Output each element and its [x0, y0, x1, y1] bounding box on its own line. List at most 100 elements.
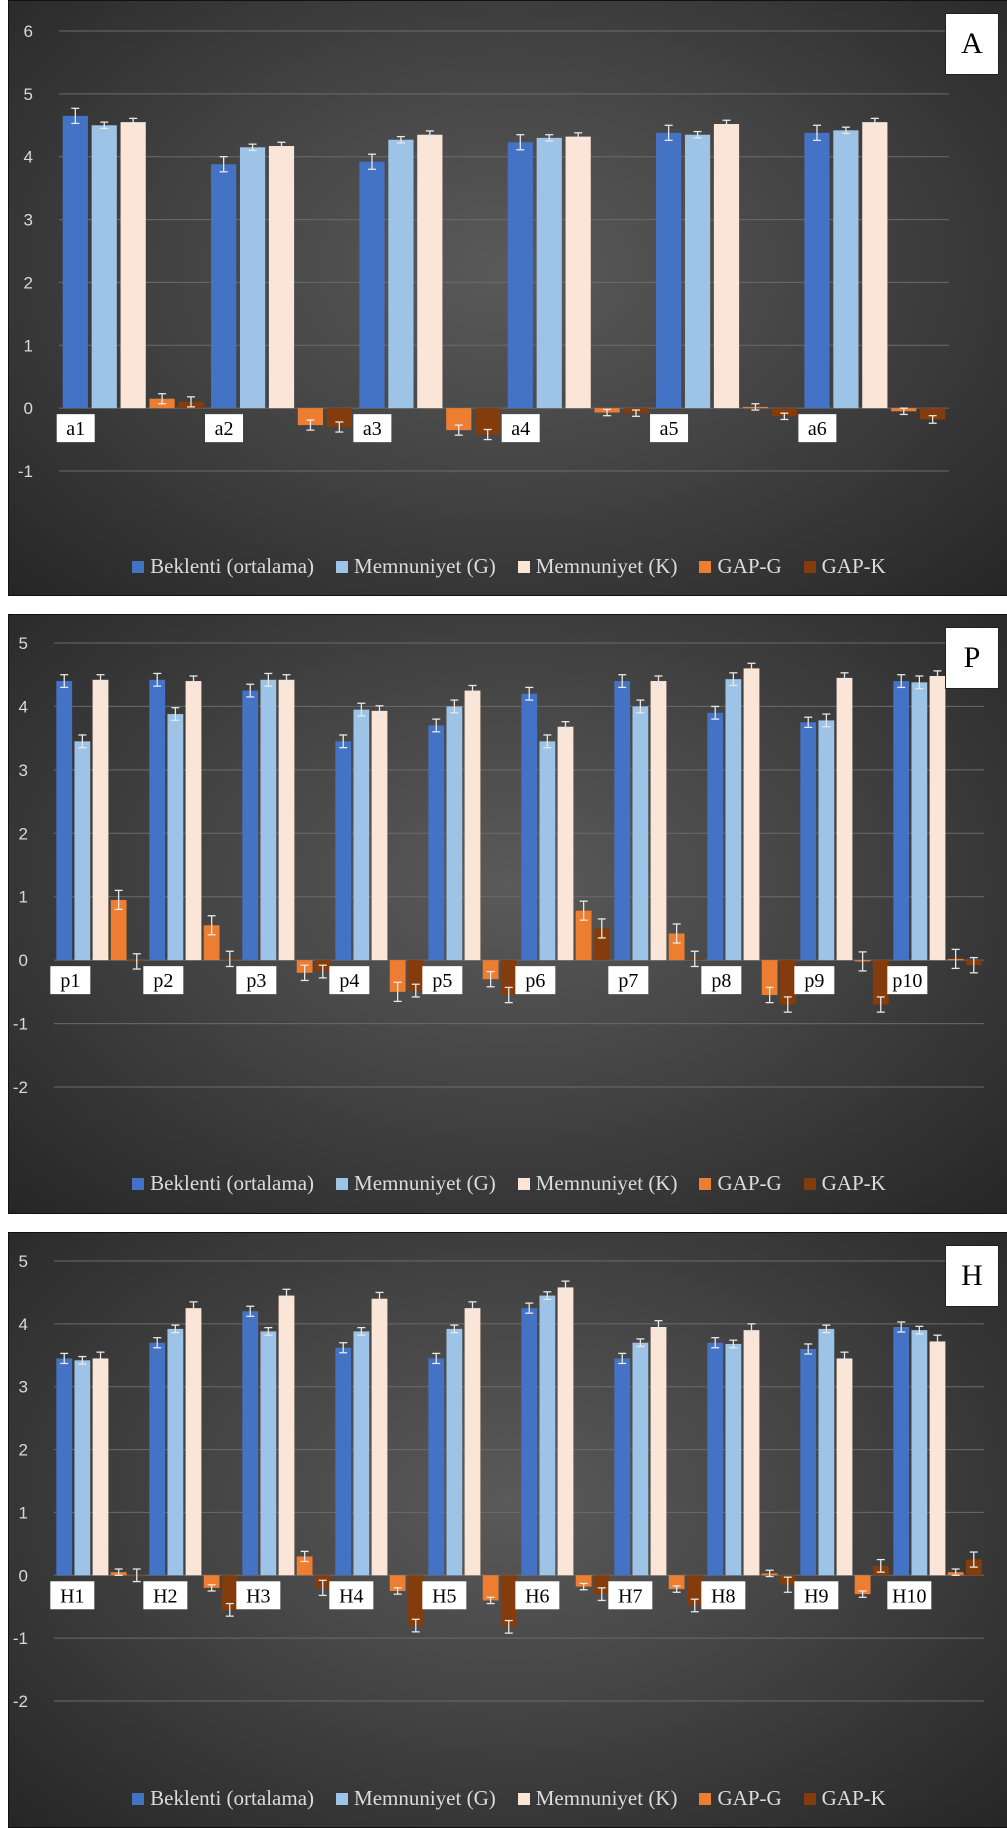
bar	[260, 1331, 277, 1576]
legend-label: Memnuniyet (G)	[354, 554, 496, 578]
category-label-box	[608, 966, 649, 995]
y-tick-label: 6	[24, 22, 33, 41]
bar	[614, 681, 631, 961]
legend-item: Beklenti (ortalama)	[132, 554, 314, 579]
bar	[278, 679, 295, 961]
bar	[268, 146, 295, 409]
legend-label: Beklenti (ortalama)	[150, 554, 315, 578]
bar	[388, 139, 414, 409]
bar	[920, 408, 946, 420]
bar	[743, 1330, 760, 1576]
bar	[185, 1308, 202, 1576]
y-tick-label: 0	[19, 1566, 28, 1585]
bar	[836, 677, 853, 961]
category-label-box	[353, 414, 392, 443]
bar	[929, 1341, 946, 1576]
y-tick-label: -2	[13, 1692, 28, 1711]
bar	[779, 960, 796, 1005]
x-tick-label: p3	[246, 970, 266, 992]
chart-plot-a: -1 0 1 2 3 4 5 6 a1 a2 a3 a4 a5 a6	[18, 22, 949, 481]
y-tick-label: -1	[18, 462, 33, 481]
y-tick-label: 0	[24, 399, 33, 418]
bar	[74, 741, 91, 961]
y-tick-label: -1	[13, 1015, 28, 1034]
bar	[464, 1308, 481, 1576]
bar	[836, 1358, 853, 1576]
legend-item: GAP-G	[699, 1171, 782, 1196]
chart-panel-a: -1 0 1 2 3 4 5 6 a1 a2 a3 a4 a5 a6 A Beklenti (ortala…	[8, 0, 1007, 596]
bar	[428, 1358, 445, 1576]
category-label-box	[143, 1581, 188, 1610]
bar	[539, 741, 556, 961]
bar	[800, 722, 817, 961]
bar	[929, 675, 946, 961]
bar	[761, 960, 778, 996]
bar	[297, 408, 324, 426]
x-tick-label: a2	[215, 418, 234, 440]
legend-item: Memnuniyet (G)	[336, 554, 496, 579]
legend-label: Memnuniyet (K)	[535, 554, 678, 578]
legend-swatch	[517, 560, 530, 573]
category-label-box	[422, 1581, 467, 1610]
y-tick-label: 1	[19, 888, 28, 907]
bar	[56, 681, 73, 961]
y-tick-label: -1	[13, 1629, 28, 1648]
bar	[707, 1342, 724, 1576]
bar	[656, 132, 682, 409]
bar	[428, 725, 445, 961]
bar	[407, 960, 424, 991]
x-tick-label: H7	[618, 1585, 642, 1607]
chart-panel-p: -2 -1 0 1 2 3 4 5 p1 p2 p3 p4 p5 p6 p7 p8 p9 p10 P Beklen…	[8, 614, 1007, 1214]
legend-swatch	[336, 1177, 349, 1190]
legend-item: GAP-G	[699, 1786, 782, 1811]
chart-plot-h: -2 -1 0 1 2 3 4 5 H1 H2 H3 H4 H5 H6 H7 H8 H9 H10	[13, 1252, 984, 1711]
x-tick-label: a3	[363, 418, 382, 440]
bar	[221, 1575, 238, 1610]
bar	[353, 709, 370, 961]
bar	[239, 147, 266, 409]
bar	[149, 679, 166, 961]
legend-swatch	[803, 560, 816, 573]
bar	[536, 137, 562, 409]
category-label-box	[650, 414, 689, 443]
legend-item: Memnuniyet (K)	[517, 1171, 677, 1196]
y-tick-label: 2	[24, 273, 33, 292]
category-label-box	[236, 1581, 281, 1610]
legend-label: Beklenti (ortalama)	[150, 1786, 315, 1810]
bar	[521, 1308, 538, 1576]
x-tick-label: p2	[153, 970, 173, 992]
bar	[650, 1327, 667, 1576]
y-tick-label: 4	[24, 148, 33, 167]
category-label-box	[56, 414, 95, 443]
x-tick-label: H9	[804, 1585, 828, 1607]
category-label-box	[608, 1581, 653, 1610]
bar	[74, 1360, 91, 1576]
bar	[500, 960, 517, 996]
bar	[725, 679, 742, 961]
bar	[407, 1575, 424, 1626]
bar	[62, 115, 88, 409]
bar	[500, 1575, 517, 1627]
y-tick-label: 0	[19, 951, 28, 970]
bar	[359, 161, 385, 409]
bar	[893, 1327, 910, 1576]
x-tick-label: a6	[808, 418, 827, 440]
bar	[668, 933, 685, 961]
legend-label: GAP-K	[821, 554, 886, 578]
bar	[242, 690, 259, 961]
legend-item: Memnuniyet (K)	[517, 1786, 677, 1811]
x-tick-label: a1	[66, 418, 85, 440]
panel-badge-p: P	[945, 627, 999, 689]
bar	[771, 408, 797, 417]
bar	[743, 668, 760, 961]
legend-item: GAP-K	[803, 1786, 886, 1811]
x-tick-label: p5	[432, 970, 452, 992]
x-tick-label: p9	[804, 970, 824, 992]
legend-item: GAP-K	[803, 554, 886, 579]
legend-swatch	[336, 1792, 349, 1805]
legend-label: Beklenti (ortalama)	[150, 1171, 315, 1195]
bar	[260, 679, 277, 961]
legend-label: GAP-G	[717, 1171, 782, 1195]
bar	[464, 690, 481, 961]
bar	[862, 122, 888, 409]
